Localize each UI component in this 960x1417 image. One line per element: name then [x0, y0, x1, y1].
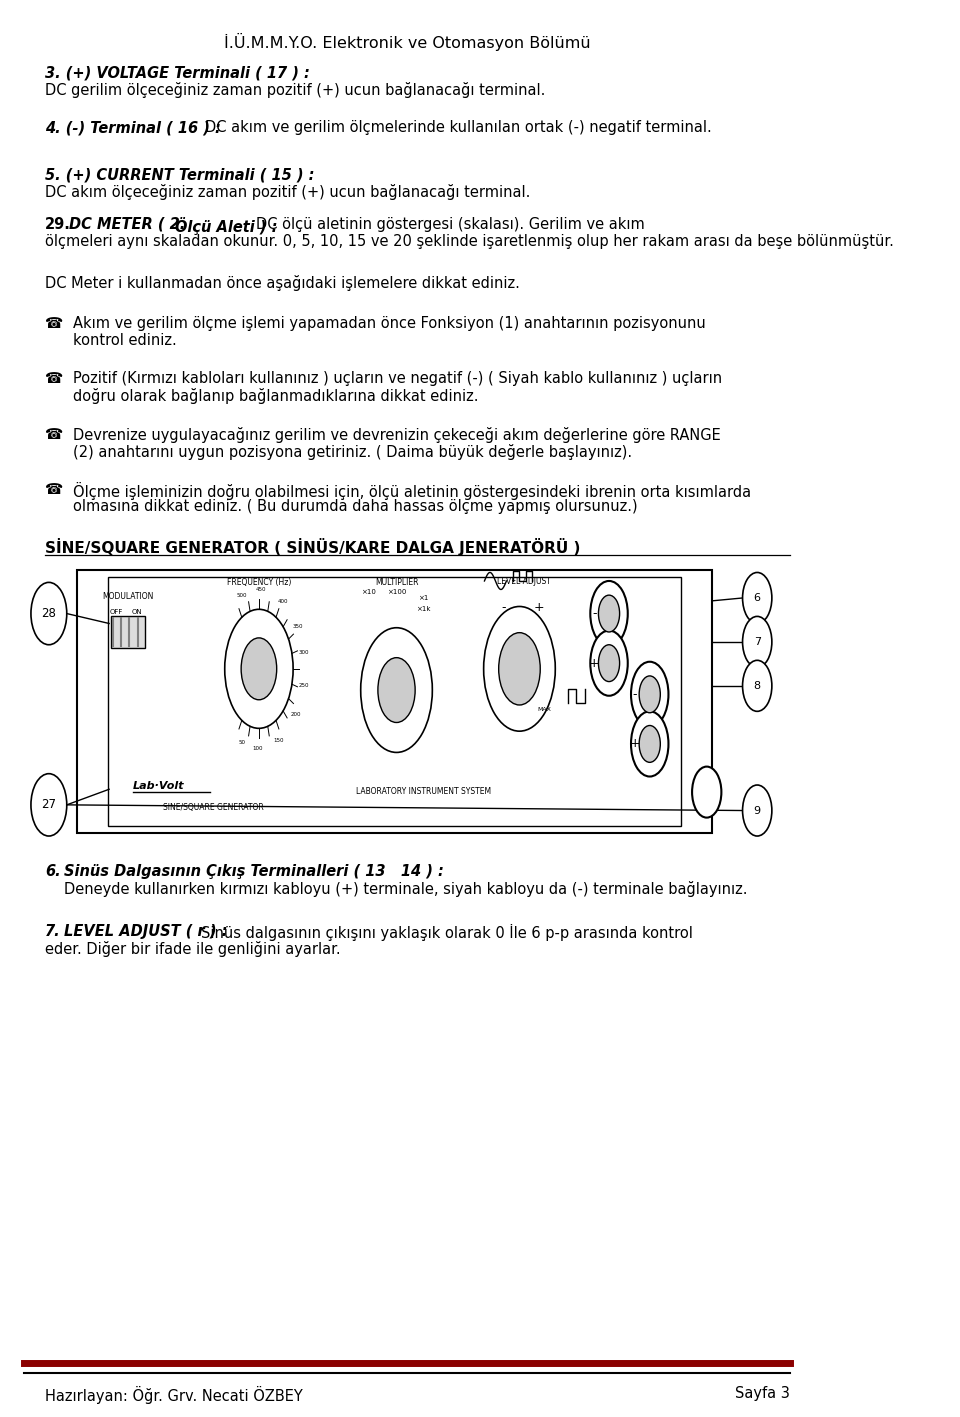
Text: DC METER ( 2.: DC METER ( 2.	[69, 217, 185, 232]
Text: 250: 250	[299, 683, 309, 687]
Text: Akım ve gerilim ölçme işlemi yapamadan önce Fonksiyon (1) anahtarının pozisyonun: Akım ve gerilim ölçme işlemi yapamadan ö…	[73, 316, 706, 332]
Text: 100: 100	[252, 745, 263, 751]
Text: 7: 7	[754, 636, 760, 648]
Text: (2) anahtarını uygun pozisyona getiriniz. ( Daima büyük değerle başlayınız).: (2) anahtarını uygun pozisyona getiriniz…	[73, 444, 633, 459]
Circle shape	[631, 711, 668, 777]
Text: eder. Diğer bir ifade ile genliğini ayarlar.: eder. Diğer bir ifade ile genliğini ayar…	[45, 941, 341, 956]
Text: MODULATION: MODULATION	[102, 592, 154, 601]
Text: Ölçü Aleti ) :: Ölçü Aleti ) :	[175, 217, 277, 235]
Text: 50: 50	[238, 740, 246, 745]
Circle shape	[361, 628, 432, 752]
Text: 400: 400	[277, 599, 288, 604]
Circle shape	[742, 616, 772, 667]
Text: 200: 200	[291, 711, 301, 717]
Text: -: -	[592, 606, 596, 621]
Text: 28: 28	[41, 606, 57, 621]
Circle shape	[692, 767, 721, 818]
Text: Ölçme işleminizin doğru olabilmesi için, ölçü aletinin göstergesindeki ibrenin o: Ölçme işleminizin doğru olabilmesi için,…	[73, 482, 752, 500]
Text: ON: ON	[132, 609, 142, 615]
Text: Sinüs dalgasının çıkışını yaklaşık olarak 0 İle 6 p-p arasında kontrol: Sinüs dalgasının çıkışını yaklaşık olara…	[201, 924, 693, 941]
Text: 350: 350	[293, 625, 302, 629]
Circle shape	[590, 581, 628, 646]
Circle shape	[241, 638, 276, 700]
Text: Sinüs Dalgasının Çıkış Terminalleri ( 13   14 ) :: Sinüs Dalgasının Çıkış Terminalleri ( 13…	[64, 864, 444, 880]
Text: 4. (-) Terminal ( 16 ) :: 4. (-) Terminal ( 16 ) :	[45, 120, 221, 136]
Circle shape	[631, 662, 668, 727]
Text: Sayfa 3: Sayfa 3	[735, 1386, 790, 1401]
Circle shape	[639, 726, 660, 762]
Text: 3. (+) VOLTAGE Terminali ( 17 ) :: 3. (+) VOLTAGE Terminali ( 17 ) :	[45, 65, 310, 81]
Text: ☎: ☎	[45, 482, 63, 497]
Circle shape	[31, 582, 67, 645]
Text: ×10: ×10	[361, 589, 376, 595]
Text: DC Meter i kullanmadan önce aşağıdaki işlemelere dikkat ediniz.: DC Meter i kullanmadan önce aşağıdaki iş…	[45, 275, 519, 290]
Text: İ.Ü.M.M.Y.O. Elektronik ve Otomasyon Bölümü: İ.Ü.M.M.Y.O. Elektronik ve Otomasyon Böl…	[224, 33, 590, 51]
Text: Hazırlayan: Öğr. Grv. Necati ÖZBEY: Hazırlayan: Öğr. Grv. Necati ÖZBEY	[45, 1386, 302, 1404]
Text: OFF: OFF	[109, 609, 123, 615]
Text: SİNE/SQUARE GENERATOR ( SİNÜS/KARE DALGA JENERATÖRÜ ): SİNE/SQUARE GENERATOR ( SİNÜS/KARE DALGA…	[45, 538, 580, 557]
Text: ☎: ☎	[45, 371, 63, 387]
Text: FREQUENCY (Hz): FREQUENCY (Hz)	[227, 578, 291, 587]
Text: DC akım ölçeceğiniz zaman pozitif (+) ucun bağlanacağı terminal.: DC akım ölçeceğiniz zaman pozitif (+) uc…	[45, 184, 530, 200]
Text: 6: 6	[754, 592, 760, 604]
Bar	[78, 570, 712, 833]
Text: Deneyde kullanırken kırmızı kabloyu (+) terminale, siyah kabloyu da (-) terminal: Deneyde kullanırken kırmızı kabloyu (+) …	[64, 881, 748, 897]
Circle shape	[225, 609, 293, 728]
Text: 450: 450	[255, 587, 266, 592]
Circle shape	[742, 572, 772, 623]
Text: MAX: MAX	[538, 707, 551, 713]
Text: ×100: ×100	[387, 589, 406, 595]
Text: 29.: 29.	[45, 217, 71, 232]
Text: ×1: ×1	[419, 595, 428, 601]
Text: ×1k: ×1k	[416, 606, 431, 612]
Text: -: -	[502, 601, 506, 615]
Text: Pozitif (Kırmızı kabloları kullanınız ) uçların ve negatif (-) ( Siyah kablo kul: Pozitif (Kırmızı kabloları kullanınız ) …	[73, 371, 723, 387]
Circle shape	[590, 631, 628, 696]
Circle shape	[598, 595, 619, 632]
Text: 300: 300	[299, 650, 309, 655]
Text: DC gerilim ölçeceğiniz zaman pozitif (+) ucun bağlanacağı terminal.: DC gerilim ölçeceğiniz zaman pozitif (+)…	[45, 82, 545, 98]
Text: SINE/SQUARE GENERATOR: SINE/SQUARE GENERATOR	[163, 803, 264, 812]
Text: LEVEL ADJUST ( r ) :: LEVEL ADJUST ( r ) :	[64, 924, 228, 939]
Text: 500: 500	[236, 592, 247, 598]
Text: +: +	[630, 737, 640, 751]
Circle shape	[742, 660, 772, 711]
Text: Lab·Volt: Lab·Volt	[132, 781, 184, 791]
Text: MULTIPLIER: MULTIPLIER	[374, 578, 419, 587]
Text: olmasına dikkat ediniz. ( Bu durumda daha hassas ölçme yapmış olursunuz.): olmasına dikkat ediniz. ( Bu durumda dah…	[73, 499, 637, 514]
Circle shape	[31, 774, 67, 836]
Circle shape	[742, 785, 772, 836]
Text: LEVEL ADJUST: LEVEL ADJUST	[496, 577, 550, 585]
Text: ☎: ☎	[45, 316, 63, 332]
Circle shape	[378, 657, 415, 723]
Text: 6.: 6.	[45, 864, 60, 880]
Text: doğru olarak bağlanıp bağlanmadıklarına dikkat ediniz.: doğru olarak bağlanıp bağlanmadıklarına …	[73, 388, 479, 404]
Text: Devrenize uygulayacağınız gerilim ve devrenizin çekeceği akım değerlerine göre R: Devrenize uygulayacağınız gerilim ve dev…	[73, 427, 721, 442]
Text: 150: 150	[273, 738, 283, 744]
Text: 8: 8	[754, 680, 760, 691]
Text: 9: 9	[754, 805, 760, 816]
Circle shape	[498, 632, 540, 706]
Text: +: +	[534, 601, 544, 615]
Bar	[110, 616, 145, 648]
Text: LABORATORY INSTRUMENT SYSTEM: LABORATORY INSTRUMENT SYSTEM	[356, 788, 491, 796]
Text: DC akım ve gerilim ölçmelerinde kullanılan ortak (-) negatif terminal.: DC akım ve gerilim ölçmelerinde kullanıl…	[205, 120, 712, 136]
Bar	[108, 577, 682, 826]
Circle shape	[484, 606, 555, 731]
Text: ölçmeleri aynı skaladan okunur. 0, 5, 10, 15 ve 20 şeklinde işaretlenmiş olup he: ölçmeleri aynı skaladan okunur. 0, 5, 10…	[45, 234, 894, 249]
Text: ☎: ☎	[45, 427, 63, 442]
Text: DC ölçü aletinin göstergesi (skalası). Gerilim ve akım: DC ölçü aletinin göstergesi (skalası). G…	[256, 217, 645, 232]
Text: -: -	[633, 687, 637, 701]
Circle shape	[598, 645, 619, 682]
Text: 7.: 7.	[45, 924, 60, 939]
Text: 27: 27	[41, 798, 57, 812]
Text: kontrol ediniz.: kontrol ediniz.	[73, 333, 177, 349]
Text: 5. (+) CURRENT Terminali ( 15 ) :: 5. (+) CURRENT Terminali ( 15 ) :	[45, 167, 314, 183]
Text: +: +	[589, 656, 600, 670]
Circle shape	[639, 676, 660, 713]
